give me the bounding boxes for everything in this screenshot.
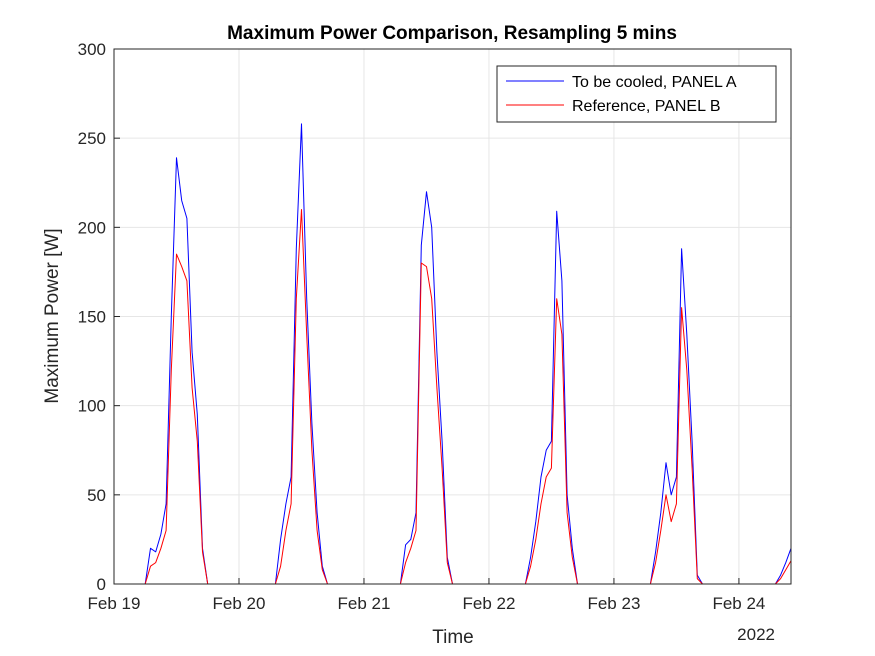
x-tick-label: Feb 20: [213, 594, 266, 613]
legend-label-series-a: To be cooled, PANEL A: [572, 74, 737, 91]
y-tick-label: 50: [87, 486, 106, 505]
y-tick-label: 250: [78, 129, 106, 148]
legend-label-series-b: Reference, PANEL B: [572, 98, 721, 115]
x-tick-label: Feb 22: [462, 594, 515, 613]
series-line-panel-a: [144, 123, 792, 585]
x-tick-label: Feb 21: [338, 594, 391, 613]
y-tick-label: 200: [78, 218, 106, 237]
y-tick-label: 100: [78, 397, 106, 416]
legend-box: [496, 65, 777, 123]
chart-title: Maximum Power Comparison, Resampling 5 m…: [227, 23, 677, 44]
legend: To be cooled, PANEL A Reference, PANEL B: [496, 65, 777, 123]
tick-layer: Feb 19 Feb 20 Feb 21 Feb 22 Feb 23 Feb 24 0 50 1…: [78, 40, 766, 613]
x-tick-label: Feb 24: [712, 594, 765, 613]
y-tick-label: 300: [78, 40, 106, 59]
y-tick-label: 0: [97, 575, 106, 594]
x-tick-label: Feb 19: [88, 594, 141, 613]
x-tick-label: Feb 23: [587, 594, 640, 613]
series-line-panel-b: [144, 209, 792, 585]
x-axis-year-label: 2022: [737, 625, 775, 644]
x-axis-label: Time: [432, 627, 474, 648]
series-layer: [144, 123, 792, 585]
y-axis-label: Maximum Power [W]: [42, 228, 63, 403]
y-tick-label: 150: [78, 308, 106, 327]
